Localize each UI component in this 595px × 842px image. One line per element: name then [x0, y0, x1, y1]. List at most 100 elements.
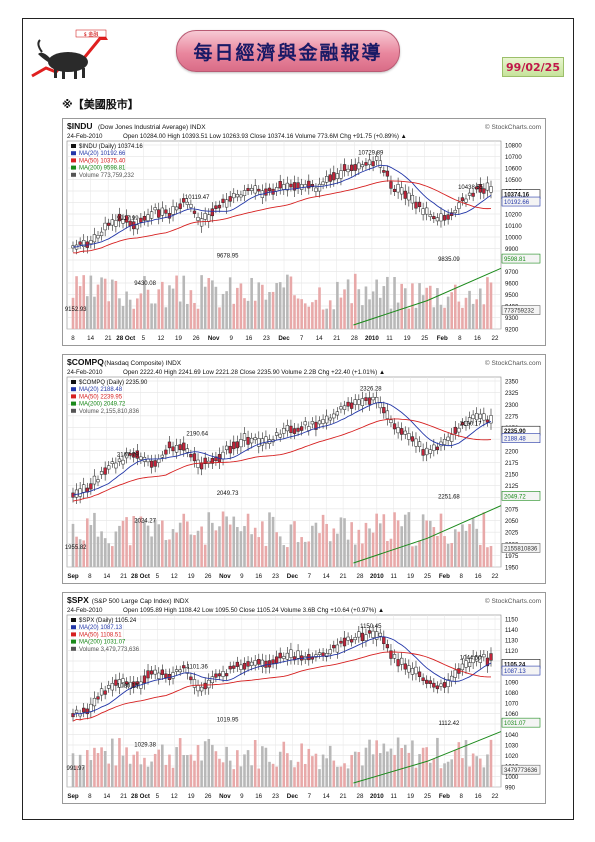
candle-body [428, 449, 432, 454]
candle-body [392, 654, 397, 659]
volume-bar [400, 283, 403, 329]
volume-bar [125, 517, 128, 567]
price-annotation: 10729.89 [358, 150, 384, 156]
y-tick-label: 1120 [505, 649, 519, 655]
volume-bar [289, 524, 293, 567]
volume-bar [196, 308, 200, 329]
volume-bar [164, 540, 168, 567]
candle-body [224, 673, 229, 677]
candle-body [353, 636, 357, 641]
candle-body [260, 438, 265, 446]
volume-bar [268, 292, 271, 329]
volume-bar [236, 527, 239, 567]
candle-body [107, 222, 111, 226]
candle-body [428, 214, 432, 218]
value-tag-label: 2188.48 [504, 437, 526, 443]
value-tag [501, 717, 541, 728]
chart-date: 24-Feb-2010 [67, 607, 103, 614]
sp500-chart: $SPX (S&P 500 Large Cap Index) INDX © Stoc… [62, 592, 546, 804]
price-annotation: 1044.50 [460, 655, 482, 661]
volume-bar [314, 522, 318, 567]
legend-swatch [71, 408, 76, 413]
candle-body [392, 423, 397, 430]
volume-bar [453, 284, 457, 329]
volume-bar [418, 283, 421, 329]
volume-bar [128, 763, 132, 787]
candle-body [185, 201, 189, 205]
volume-bar [286, 274, 289, 329]
y-tick-label: 2050 [505, 519, 519, 525]
legend-entry: $SPX (Daily) 1105.24 [79, 618, 137, 624]
candle-body [378, 632, 382, 637]
volume-bar [439, 304, 443, 329]
volume-bar [332, 760, 336, 787]
volume-bar [78, 539, 82, 567]
candle-body [146, 214, 150, 221]
volume-bar [271, 291, 275, 329]
candle-body [421, 208, 425, 215]
x-tick-label: 22 [492, 573, 499, 580]
candle-body [253, 437, 257, 441]
volume-bar [293, 295, 296, 329]
volume-bar [103, 538, 107, 567]
volume-bar [289, 276, 293, 329]
volume-bar [275, 532, 278, 567]
volume-bar [221, 762, 225, 787]
volume-bar [375, 740, 378, 787]
candle-body [407, 665, 411, 673]
candle-body [110, 683, 114, 691]
volume-bar [118, 738, 121, 787]
candle-body [292, 182, 297, 191]
volume-bar [250, 277, 253, 329]
legend-entry: Volume 3,479,773,636 [79, 647, 140, 653]
volume-bar [282, 287, 286, 329]
chart-brand: © StockCharts.com [485, 597, 541, 605]
volume-bar [332, 528, 336, 567]
candle-body [149, 211, 154, 219]
volume-bar [457, 742, 461, 787]
legend-entry: MA(200) 2049.72 [79, 402, 126, 408]
volume-bar [136, 298, 139, 329]
volume-bar [189, 290, 193, 329]
volume-bar [343, 289, 346, 329]
x-tick-label: 19 [175, 335, 182, 342]
candle-body [124, 215, 129, 223]
volume-bar [175, 747, 178, 787]
volume-bar [193, 760, 196, 787]
candle-body [189, 454, 193, 458]
volume-bar [114, 765, 118, 787]
candle-body [239, 664, 243, 670]
candle-body [360, 398, 365, 406]
price-annotation: 1150.45 [360, 624, 382, 630]
candle-body [264, 188, 268, 196]
volume-bar [393, 277, 396, 329]
volume-bar [253, 739, 257, 787]
legend-entry: MA(200) 1031.07 [79, 640, 126, 646]
volume-bar [196, 745, 200, 787]
volume-bar [382, 286, 386, 329]
volume-bar [153, 753, 157, 787]
volume-bar [268, 761, 271, 787]
volume-bar [336, 533, 339, 567]
candle-body [232, 193, 236, 199]
volume-bar [214, 286, 218, 329]
volume-bar [368, 739, 371, 787]
candle-body [117, 458, 122, 462]
volume-bar [278, 282, 282, 329]
y-tick-label: 10600 [505, 167, 522, 173]
x-tick-label: 26 [205, 573, 212, 580]
x-tick-label: 21 [333, 335, 340, 342]
volume-bar [178, 738, 182, 787]
candle-body [385, 410, 390, 419]
candle-body [339, 170, 343, 179]
svg-text:$ 金融: $ 金融 [84, 31, 99, 38]
candle-body [385, 644, 390, 649]
candle-body [99, 231, 104, 237]
volume-bar [139, 516, 143, 567]
volume-bar [268, 512, 271, 567]
volume-bar [203, 741, 207, 787]
volume-bar [311, 756, 314, 787]
volume-bar [85, 518, 89, 567]
volume-bar [336, 766, 339, 787]
volume-bar [389, 748, 393, 787]
